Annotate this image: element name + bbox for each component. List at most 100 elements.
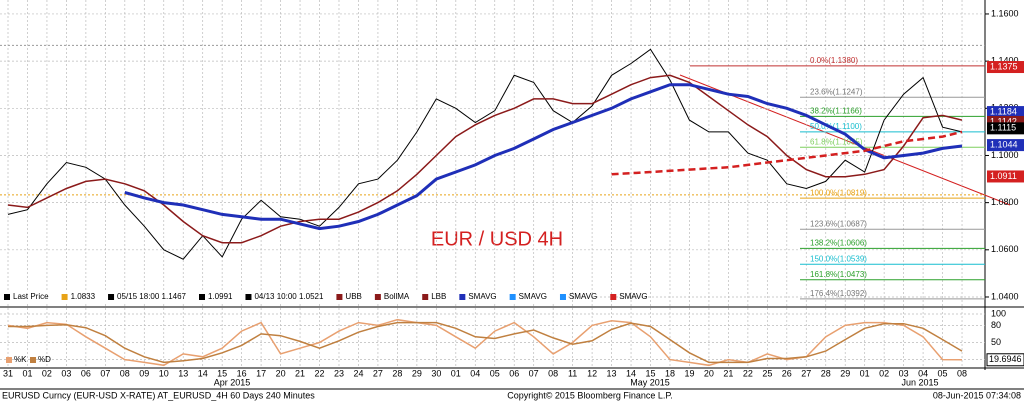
legend-swatch [610, 294, 617, 300]
osc-last-label: 19.6946 [989, 354, 1022, 364]
x-tick-label: 25 [762, 368, 772, 378]
fib-label: 123.6%(1.0687) [810, 219, 867, 228]
price-tag [987, 122, 1024, 135]
legend-swatch [374, 294, 381, 300]
month-label: Apr 2015 [214, 377, 251, 387]
x-tick-label: 08 [957, 368, 967, 378]
osc-tick-label: 80 [991, 320, 1001, 330]
x-tick-label: 22 [315, 368, 325, 378]
x-tick-label: 03 [899, 368, 909, 378]
x-tick-label: 05 [490, 368, 500, 378]
fib-label: 150.0%(1.0539) [810, 254, 867, 263]
price-tag-label: 1.1142 [990, 116, 1017, 126]
fib-label: 138.2%(1.0606) [810, 239, 867, 248]
x-tick-label: 06 [509, 368, 519, 378]
fib-label: 23.6%(1.1247) [810, 87, 863, 96]
x-tick-label: 10 [159, 368, 169, 378]
x-tick-label: 08 [120, 368, 130, 378]
legend-label: %D [38, 355, 51, 364]
x-tick-label: 11 [568, 368, 577, 378]
x-tick-label: 05 [938, 368, 948, 378]
legend-label: Last Price [13, 292, 49, 301]
x-tick-label: 26 [782, 368, 792, 378]
x-tick-label: 14 [626, 368, 636, 378]
legend-label: SMAVG [519, 292, 547, 301]
x-tick-label: 16 [237, 368, 247, 378]
x-tick-label: 07 [100, 368, 110, 378]
fib-label: 176.4%(1.0392) [810, 289, 867, 298]
month-label: May 2015 [630, 377, 670, 387]
legend-label: 1.0833 [71, 292, 96, 301]
legend-swatch [459, 294, 466, 300]
x-tick-label: 08 [548, 368, 558, 378]
x-tick-label: 13 [178, 368, 188, 378]
x-tick-label: 12 [587, 368, 597, 378]
x-tick-label: 15 [646, 368, 656, 378]
legend-label: SMAVG [569, 292, 597, 301]
legend-label: SMAVG [619, 292, 647, 301]
legend-label: %K [14, 355, 27, 364]
legend-label: 04/13 10:00 1.0521 [254, 292, 324, 301]
x-tick-label: 30 [431, 368, 441, 378]
fib-label: 61.8%(1.1035) [810, 137, 863, 146]
legend-label: 1.0991 [208, 292, 233, 301]
x-tick-label: 21 [723, 368, 733, 378]
fib-label: 0.0%(1.1380) [810, 56, 858, 65]
osc-tick-label: 100 [991, 308, 1006, 318]
x-tick-label: 27 [373, 368, 383, 378]
legend-swatch [336, 294, 343, 300]
x-tick-label: 01 [860, 368, 870, 378]
month-label: Jun 2015 [901, 377, 938, 387]
fib-label: 161.8%(1.0473) [810, 270, 867, 279]
x-tick-label: 04 [470, 368, 480, 378]
x-tick-label: 17 [256, 368, 266, 378]
legend-label: SMAVG [468, 292, 496, 301]
legend-swatch [30, 357, 36, 363]
price-tag-label: 1.0911 [990, 171, 1017, 181]
x-tick-label: 24 [353, 368, 363, 378]
x-tick-label: 06 [81, 368, 91, 378]
y-tick-label: 1.0800 [991, 197, 1019, 207]
x-tick-label: 15 [217, 368, 227, 378]
x-tick-label: 02 [879, 368, 889, 378]
fib-label: 38.2%(1.1166) [810, 106, 862, 115]
x-tick-label: 21 [295, 368, 305, 378]
x-tick-label: 01 [22, 368, 32, 378]
legend-label: 05/15 18:00 1.1467 [117, 292, 187, 301]
x-tick-label: 18 [665, 368, 675, 378]
x-tick-label: 28 [821, 368, 831, 378]
x-tick-label: 20 [276, 368, 286, 378]
legend-swatch [422, 294, 429, 300]
price-tag-label: 1.1184 [990, 106, 1017, 116]
x-tick-label: 13 [607, 368, 617, 378]
x-tick-label: 03 [61, 368, 71, 378]
y-tick-label: 1.1400 [991, 56, 1019, 66]
x-tick-label: 01 [451, 368, 461, 378]
y-tick-label: 1.1000 [991, 150, 1019, 160]
x-tick-label: 02 [42, 368, 52, 378]
price-tag-label: 1.1044 [990, 139, 1018, 149]
price-tag-label: 1.1375 [990, 61, 1018, 71]
x-tick-label: 29 [840, 368, 850, 378]
osc-last-tag [986, 353, 1024, 367]
price-line [124, 83, 963, 231]
legend-bg [0, 291, 560, 304]
legend-swatch [559, 294, 566, 300]
price-tag [987, 170, 1024, 183]
legend-label: LBB [431, 292, 446, 301]
x-tick-label: 27 [801, 368, 811, 378]
legend-swatch [61, 294, 68, 300]
x-tick-label: 14 [198, 368, 208, 378]
x-tick-label: 20 [704, 368, 714, 378]
footer-center: Copyright© 2015 Bloomberg Finance L.P. [507, 390, 673, 400]
osc-tick-label: 50 [991, 337, 1001, 347]
x-tick-label: 28 [392, 368, 402, 378]
chart-title: EUR / USD 4H [431, 228, 563, 250]
legend-label: BollMA [384, 292, 410, 301]
price-tag [987, 106, 1024, 119]
x-tick-label: 07 [529, 368, 539, 378]
y-tick-label: 1.0400 [991, 291, 1019, 301]
x-tick-label: 29 [412, 368, 422, 378]
price-tag [987, 139, 1024, 152]
